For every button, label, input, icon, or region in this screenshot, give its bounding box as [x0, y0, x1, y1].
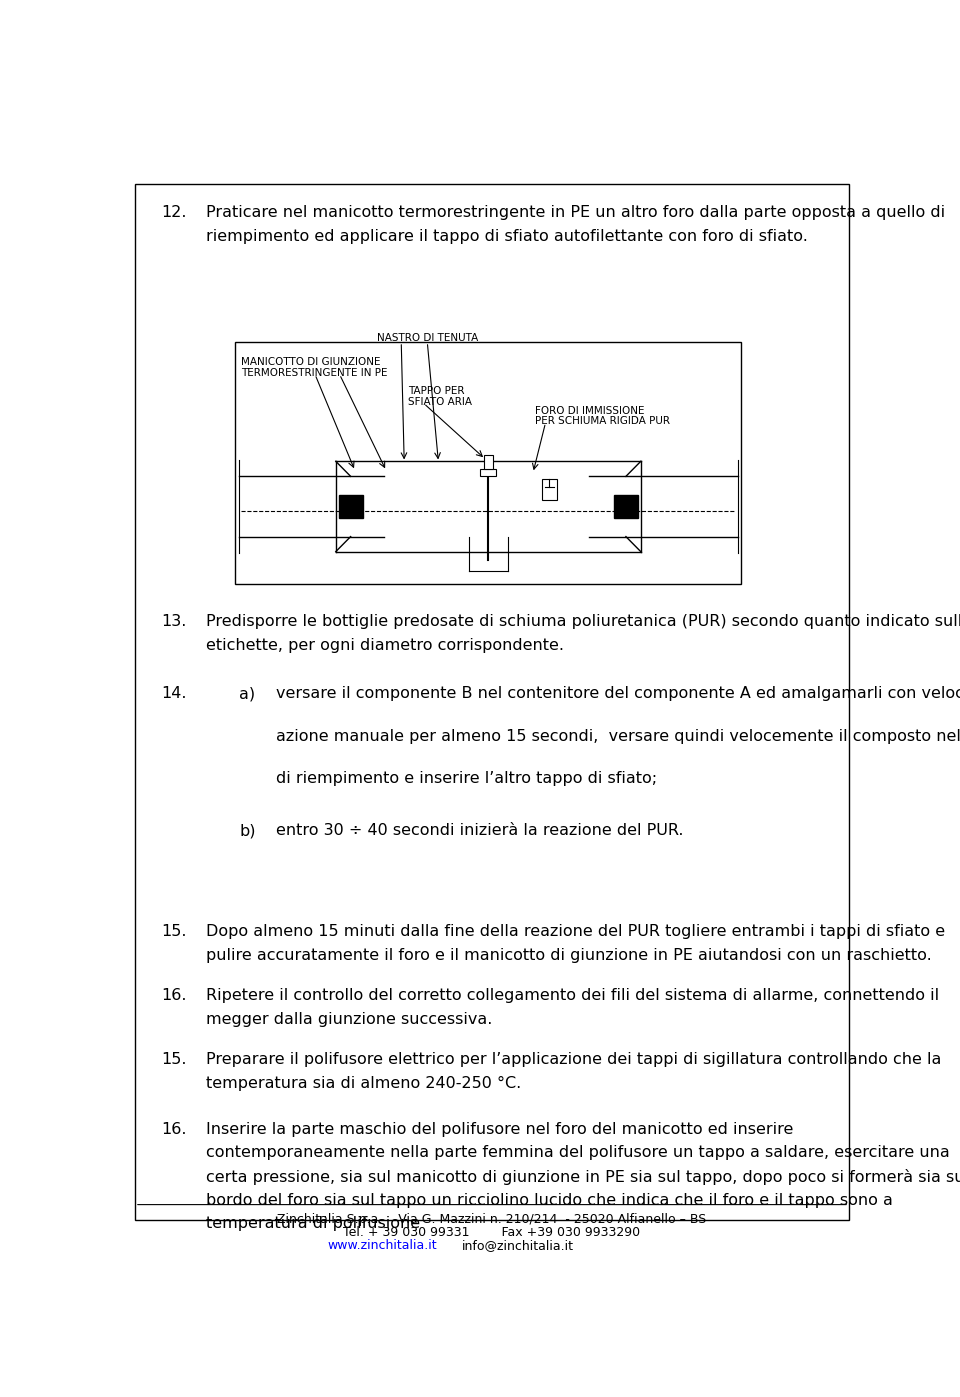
Text: NASTRO DI TENUTA: NASTRO DI TENUTA	[376, 334, 478, 344]
Text: 16.: 16.	[161, 1122, 186, 1137]
Text: megger dalla giunzione successiva.: megger dalla giunzione successiva.	[205, 1011, 492, 1027]
Bar	[541, 479, 557, 500]
Text: info@zinchitalia.it: info@zinchitalia.it	[462, 1239, 574, 1252]
Text: certa pressione, sia sul manicotto di giunzione in PE sia sul tappo, dopo poco s: certa pressione, sia sul manicotto di gi…	[205, 1169, 960, 1185]
Text: 16.: 16.	[161, 989, 186, 1003]
Text: Ripetere il controllo del corretto collegamento dei fili del sistema di allarme,: Ripetere il controllo del corretto colle…	[205, 989, 939, 1003]
Text: 13.: 13.	[161, 615, 186, 629]
Text: Preparare il polifusore elettrico per l’applicazione dei tappi di sigillatura co: Preparare il polifusore elettrico per l’…	[205, 1052, 941, 1067]
Text: Praticare nel manicotto termorestringente in PE un altro foro dalla parte oppost: Praticare nel manicotto termorestringent…	[205, 205, 945, 221]
Text: Inserire la parte maschio del polifusore nel foro del manicotto ed inserire: Inserire la parte maschio del polifusore…	[205, 1122, 793, 1137]
Text: 12.: 12.	[161, 205, 186, 221]
Text: versare il componente B nel contenitore del componente A ed amalgamarli con velo: versare il componente B nel contenitore …	[276, 686, 960, 701]
Text: Tel. + 39 030 99331        Fax +39 030 9933290: Tel. + 39 030 99331 Fax +39 030 9933290	[344, 1227, 640, 1239]
Text: b): b)	[239, 823, 255, 838]
Text: entro 30 ÷ 40 secondi inizierà la reazione del PUR.: entro 30 ÷ 40 secondi inizierà la reazio…	[276, 823, 684, 838]
Text: SFIATO ARIA: SFIATO ARIA	[408, 397, 472, 407]
Text: MANICOTTO DI GIUNZIONE: MANICOTTO DI GIUNZIONE	[241, 358, 381, 367]
Text: bordo del foro sia sul tappo un ricciolino lucido che indica che il foro e il ta: bordo del foro sia sul tappo un riccioli…	[205, 1193, 893, 1208]
Bar	[235, 342, 741, 584]
Text: etichette, per ogni diametro corrispondente.: etichette, per ogni diametro corrisponde…	[205, 637, 564, 652]
Text: www.zinchitalia.it: www.zinchitalia.it	[327, 1239, 437, 1252]
Text: FORO DI IMMISSIONE: FORO DI IMMISSIONE	[535, 407, 645, 416]
Text: PER SCHIUMA RIGIDA PUR: PER SCHIUMA RIGIDA PUR	[535, 416, 670, 426]
Text: contemporaneamente nella parte femmina del polifusore un tappo a saldare, eserci: contemporaneamente nella parte femmina d…	[205, 1146, 949, 1161]
Text: 15.: 15.	[161, 1052, 186, 1067]
Text: a): a)	[239, 686, 255, 701]
Bar	[339, 495, 363, 518]
Bar	[614, 495, 637, 518]
Text: TERMORESTRINGENTE IN PE: TERMORESTRINGENTE IN PE	[241, 367, 388, 377]
Text: temperatura sia di almeno 240-250 °C.: temperatura sia di almeno 240-250 °C.	[205, 1076, 521, 1091]
Text: riempimento ed applicare il tappo di sfiato autofilettante con foro di sfiato.: riempimento ed applicare il tappo di sfi…	[205, 229, 807, 244]
Text: 14.: 14.	[161, 686, 186, 701]
Bar	[484, 455, 492, 469]
Text: 15.: 15.	[161, 923, 186, 939]
Text: azione manuale per almeno 15 secondi,  versare quindi velocemente il composto ne: azione manuale per almeno 15 secondi, ve…	[276, 729, 960, 743]
Text: Dopo almeno 15 minuti dalla fine della reazione del PUR togliere entrambi i tapp: Dopo almeno 15 minuti dalla fine della r…	[205, 923, 945, 939]
Text: Zinchitalia S.p.a.    Via G. Mazzini n. 210/214  - 25020 Alfianello – BS: Zinchitalia S.p.a. Via G. Mazzini n. 210…	[277, 1213, 707, 1227]
Text: TAPPO PER: TAPPO PER	[408, 386, 465, 395]
Text: di riempimento e inserire l’altro tappo di sfiato;: di riempimento e inserire l’altro tappo …	[276, 771, 658, 787]
Text: Predisporre le bottiglie predosate di schiuma poliuretanica (PUR) secondo quanto: Predisporre le bottiglie predosate di sc…	[205, 615, 960, 629]
Bar	[480, 469, 496, 476]
Text: pulire accuratamente il foro e il manicotto di giunzione in PE aiutandosi con un: pulire accuratamente il foro e il manico…	[205, 947, 931, 963]
Text: temperatura di polifusione: temperatura di polifusione	[205, 1217, 420, 1231]
